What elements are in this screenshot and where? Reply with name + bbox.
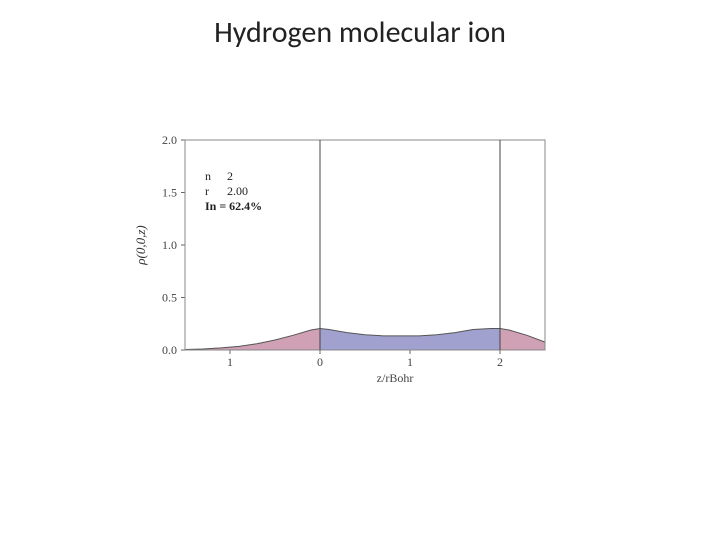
density-chart: 0.0 0.5 1.0 1.5 2.0 1 0 1 2 z/rBohr ρ(0,0,z) n 2 r 2.0… <box>130 130 560 390</box>
anno-emphasis: In = 62.4% <box>205 199 262 213</box>
x-axis-label: z/rBohr <box>377 371 414 385</box>
y-tick-label: 0.5 <box>162 291 177 305</box>
x-tick-label: 0 <box>317 355 323 369</box>
y-axis-label: ρ(0,0,z) <box>133 225 148 265</box>
y-tick-label: 0.0 <box>162 343 177 357</box>
y-tick-label: 1.0 <box>162 238 177 252</box>
fill-center <box>320 328 500 350</box>
anno-label: r <box>205 184 209 198</box>
page-title: Hydrogen molecular ion <box>0 14 720 51</box>
x-tick-label: 2 <box>497 355 503 369</box>
anno-value: 2.00 <box>227 184 248 198</box>
plot-frame-top <box>185 140 545 350</box>
anno-label: n <box>205 169 211 183</box>
x-tick-label: 1 <box>227 355 233 369</box>
x-tick-label: 1 <box>407 355 413 369</box>
chart-svg: 0.0 0.5 1.0 1.5 2.0 1 0 1 2 z/rBohr ρ(0,0,z) n 2 r 2.0… <box>130 130 560 390</box>
y-tick-label: 2.0 <box>162 133 177 147</box>
y-tick-label: 1.5 <box>162 186 177 200</box>
plot-frame <box>185 140 545 350</box>
anno-value: 2 <box>227 169 233 183</box>
fill-left <box>185 328 320 350</box>
